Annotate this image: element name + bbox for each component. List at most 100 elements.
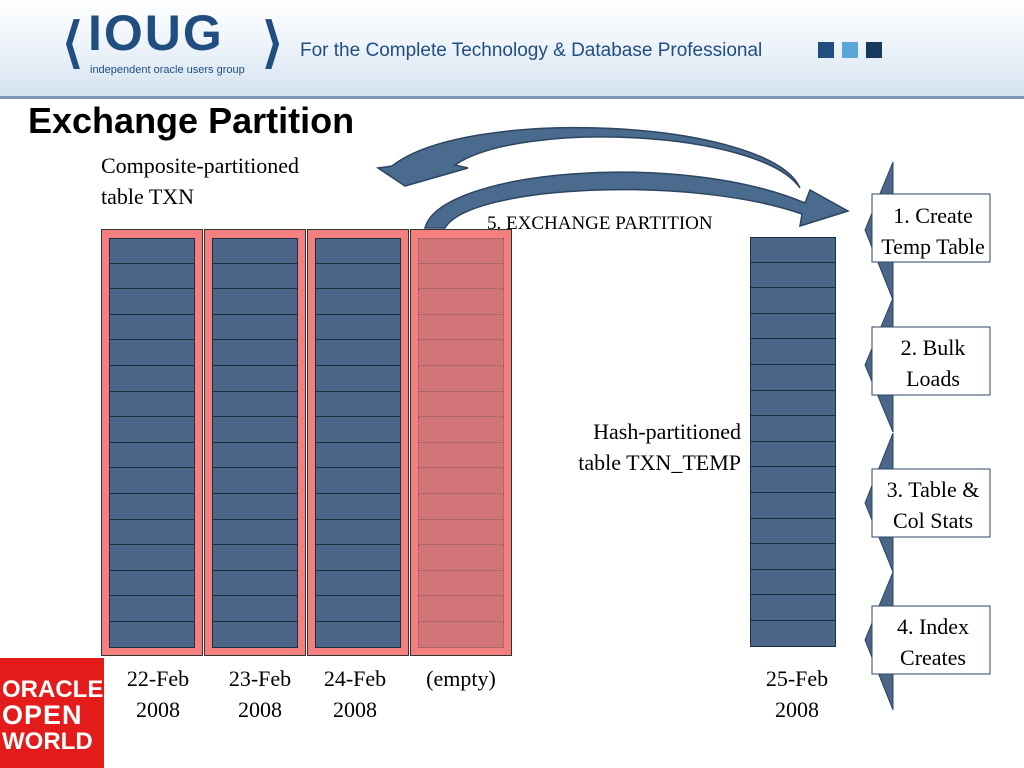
empty-subpartition <box>418 263 504 290</box>
partition-date-1: 22-Feb <box>126 666 190 691</box>
oow-logo-line2: OPEN <box>2 700 83 730</box>
subpartition <box>315 493 401 520</box>
subpartition <box>315 596 401 622</box>
hash-partition <box>750 288 836 314</box>
subpartition <box>212 314 298 341</box>
logo-right-bracket: ⟩ <box>262 13 284 73</box>
partition-label-1: 22-Feb 2008 <box>107 663 209 725</box>
slide-title: Exchange Partition <box>28 100 355 141</box>
subpartition <box>212 417 298 443</box>
empty-subpartition <box>418 391 504 418</box>
step-1-line2: Temp Table <box>881 234 985 259</box>
empty-subpartition <box>418 596 504 622</box>
partition-date-empty: (empty) <box>426 666 496 691</box>
empty-subpartition <box>418 519 504 546</box>
composite-label-line2: table TXN <box>101 184 195 209</box>
exchange-partition-label: 5. EXCHANGE PARTITION <box>487 213 713 234</box>
empty-subpartition <box>418 365 504 392</box>
logo-left-bracket: ⟨ <box>62 13 84 73</box>
subpartition <box>315 314 401 341</box>
hash-label-line2: table TXN_TEMP <box>578 450 741 475</box>
partition-label-empty: (empty) <box>410 663 512 694</box>
subpartition <box>315 621 401 648</box>
arrow-to-txn <box>375 126 801 189</box>
partition-column-3 <box>307 229 409 656</box>
subpartition <box>109 238 195 264</box>
subpartition <box>315 238 401 264</box>
partition-label-3: 24-Feb 2008 <box>304 663 406 725</box>
oow-logo-line1: ORACLE <box>2 676 104 703</box>
temp-table-column <box>750 237 836 647</box>
step-2-label: 2. Bulk Loads <box>878 332 988 394</box>
subpartition <box>109 289 195 315</box>
oow-logo-line3: WORLD <box>2 728 93 755</box>
subpartition <box>315 340 401 366</box>
header-tagline: For the Complete Technology & Database P… <box>300 40 763 61</box>
hash-partition <box>750 569 836 596</box>
temp-partition-year: 2008 <box>775 697 819 722</box>
empty-subpartition <box>418 289 504 315</box>
subpartition <box>212 365 298 392</box>
subpartition <box>109 417 195 443</box>
hash-partition <box>750 467 836 493</box>
arrow-to-temp <box>424 171 850 229</box>
subpartition <box>212 468 298 494</box>
subpartition <box>109 570 195 597</box>
temp-partition-label: 25-Feb 2008 <box>746 663 848 725</box>
partition-label-2: 23-Feb 2008 <box>209 663 311 725</box>
empty-subpartition <box>418 468 504 494</box>
subpartition <box>212 263 298 290</box>
oracle-openworld-logo: ORACLE OPEN WORLD <box>0 658 104 768</box>
hash-partition <box>750 390 836 417</box>
subpartition <box>315 442 401 469</box>
hash-table-label: Hash-partitioned table TXN_TEMP <box>520 416 741 478</box>
step-4-label: 4. Index Creates <box>878 611 988 673</box>
subpartition <box>315 391 401 418</box>
subpartition <box>212 519 298 546</box>
empty-subpartition <box>418 238 504 264</box>
hash-partition <box>750 262 836 289</box>
subpartition <box>315 417 401 443</box>
step-4-line2: Creates <box>900 645 966 670</box>
subpartition <box>109 596 195 622</box>
step-4-line1: 4. Index <box>896 614 970 639</box>
subpartition <box>212 340 298 366</box>
subpartition-stack-3 <box>315 238 401 648</box>
subpartition <box>109 391 195 418</box>
subpartition <box>315 289 401 315</box>
hash-partition <box>750 364 836 391</box>
partition-date-2: 23-Feb <box>228 666 292 691</box>
subpartition <box>212 596 298 622</box>
subpartition <box>212 493 298 520</box>
ioug-logo-subtitle: independent oracle users group <box>90 64 245 76</box>
ioug-logo: IOUG <box>88 5 224 61</box>
subpartition-stack-2 <box>212 238 298 648</box>
subpartition <box>109 493 195 520</box>
partition-date-3: 24-Feb <box>323 666 387 691</box>
empty-subpartition <box>418 442 504 469</box>
subpartition <box>212 570 298 597</box>
subpartition <box>109 545 195 571</box>
hash-partition <box>750 544 836 570</box>
header-rule <box>0 96 1024 99</box>
subpartition-stack-1 <box>109 238 195 648</box>
subpartition <box>315 468 401 494</box>
step-3-line2: Col Stats <box>892 508 974 533</box>
step-3-line1: 3. Table & <box>886 477 980 502</box>
tagline-square-light <box>842 42 858 58</box>
subpartition <box>315 263 401 290</box>
empty-subpartition <box>418 570 504 597</box>
empty-subpartition <box>418 314 504 341</box>
subpartition <box>315 365 401 392</box>
hash-partition <box>750 518 836 545</box>
subpartition <box>109 519 195 546</box>
subpartition <box>109 621 195 648</box>
empty-subpartition <box>418 545 504 571</box>
subpartition <box>212 442 298 469</box>
hash-partition <box>750 313 836 340</box>
composite-table-label: Composite-partitioned table TXN <box>101 150 299 212</box>
subpartition <box>109 442 195 469</box>
subpartition <box>212 391 298 418</box>
empty-subpartition <box>418 340 504 366</box>
